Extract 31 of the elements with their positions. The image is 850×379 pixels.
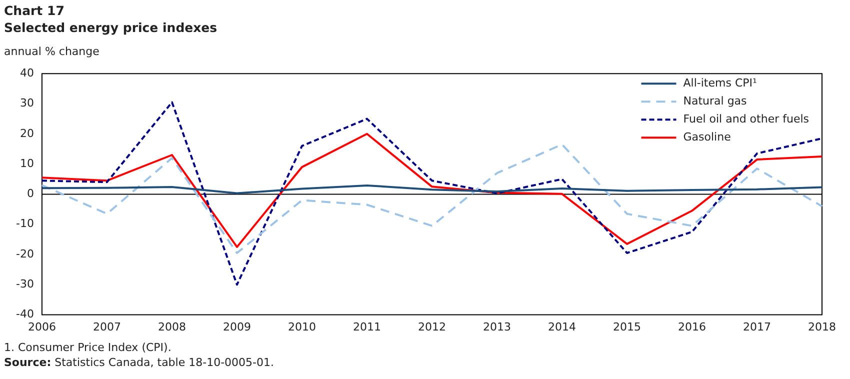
y-tick-label: -40 — [16, 308, 34, 321]
legend-label: All-items CPI¹ — [683, 76, 757, 90]
chart-title: Chart 17 — [4, 2, 66, 19]
y-tick-label: 0 — [26, 187, 34, 200]
legend-label: Natural gas — [683, 94, 748, 108]
text: 1. Consumer Price Index (CPI). — [4, 341, 172, 354]
y-tick-label: 20 — [20, 126, 34, 140]
x-tick-label: 2007 — [92, 320, 121, 334]
y-tick-label: 30 — [20, 96, 34, 110]
x-tick-label: 2017 — [743, 320, 771, 334]
x-tick-label: 2018 — [808, 320, 836, 334]
x-tick-label: 2006 — [28, 320, 56, 334]
x-tick-label: 2014 — [548, 320, 576, 334]
y-tick-label: 40 — [20, 66, 34, 80]
source-note: Source: Statistics Canada, table 18-10-0005-01. — [4, 356, 274, 369]
chart-subtitle: Selected energy price indexes — [4, 19, 218, 36]
y-tick-label: 10 — [20, 156, 34, 170]
x-tick-label: 2012 — [418, 320, 446, 334]
legend-label: Gasoline — [683, 130, 732, 144]
x-tick-label: 2011 — [352, 320, 381, 334]
x-tick-label: 2010 — [288, 320, 316, 334]
x-tick-label: 2009 — [222, 320, 251, 334]
x-tick-label: 2015 — [612, 320, 641, 334]
y-tick-label: -10 — [16, 217, 34, 230]
y-tick-label: -30 — [16, 278, 34, 291]
y-axis-title: annual % change — [4, 45, 100, 59]
legend-label: Fuel oil and other fuels — [683, 112, 810, 126]
y-tick-label: -20 — [16, 247, 34, 260]
x-tick-label: 2013 — [482, 320, 511, 334]
x-tick-label: 2016 — [678, 320, 706, 334]
x-tick-label: 2008 — [158, 320, 186, 334]
